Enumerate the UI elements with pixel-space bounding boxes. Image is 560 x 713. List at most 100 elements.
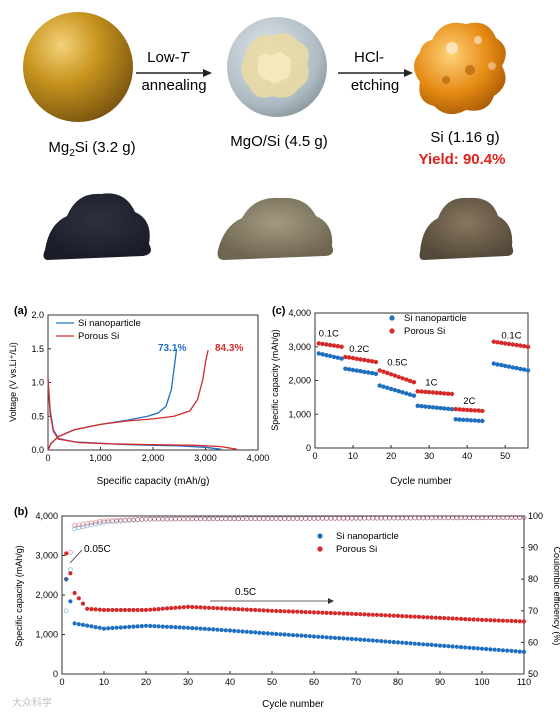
panel-c-point-1 — [438, 390, 443, 396]
panel-b-capacity-point-1 — [93, 607, 98, 612]
panel-c-point-0 — [404, 391, 409, 396]
panel-c-point-0 — [442, 406, 447, 411]
panel-b-capacity-point-0 — [412, 641, 417, 646]
panel-c-point-0 — [438, 405, 443, 411]
panel-b-ce-point-1 — [328, 516, 334, 521]
panel-b-ce-point-1 — [429, 515, 434, 521]
panel-c-point-1 — [419, 389, 424, 394]
panel-b-ce-point-1 — [160, 516, 166, 522]
panel-c-point-1 — [407, 378, 413, 384]
panel-c-point-0 — [328, 353, 333, 359]
panel-b-xtick-label: 40 — [225, 677, 235, 687]
panel-b-ce-point-1 — [374, 515, 380, 521]
panel-b-ce-point-1 — [236, 516, 241, 522]
arrow-label-etch-1: HCl- — [354, 49, 384, 66]
panel-b-capacity-point-0 — [164, 624, 170, 629]
panel-b-capacity-point-1 — [496, 618, 501, 623]
panel-c-point-0 — [358, 369, 363, 374]
panel-b-capacity-point-0 — [387, 639, 392, 644]
panel-b-capacity-point-0 — [366, 638, 371, 643]
panel-b-y2tick-label: 50 — [528, 669, 538, 679]
panel-b-ce-point-1 — [341, 515, 346, 521]
panel-b-ce-point-1 — [185, 516, 191, 522]
panel-b-ce-point-1 — [282, 516, 287, 521]
panel-b-capacity-point-1 — [374, 612, 380, 618]
panel-b-capacity-point-1 — [185, 604, 191, 610]
panel-b-capacity-point-0 — [118, 625, 123, 630]
panel-b-capacity-point-1 — [458, 616, 464, 622]
panel-b-capacity-point-1 — [122, 607, 128, 613]
panel-c-xtick-label: 0 — [312, 451, 317, 461]
panel-c-ytick-label: 1,000 — [288, 409, 311, 419]
panel-b-capacity-point-1 — [471, 617, 476, 622]
panel-c-point-0 — [426, 404, 432, 410]
panel-b-capacity-point-0 — [190, 626, 195, 631]
panel-b-capacity-point-1 — [362, 612, 367, 617]
panel-b-ce-point-1 — [261, 516, 266, 522]
panel-b-capacity-point-1 — [80, 601, 86, 606]
panel-b-capacity-point-1 — [219, 606, 224, 611]
panel-b-capacity-point-0 — [227, 628, 233, 633]
panel-b-capacity-point-1 — [341, 611, 346, 616]
panel-b-capacity-point-1 — [345, 611, 350, 616]
panel-b-capacity-point-1 — [337, 611, 342, 616]
panel-a-legend-porous: Porous Si — [78, 331, 119, 342]
panel-b-capacity-point-0 — [408, 641, 413, 646]
panel-b-ce-point-1 — [332, 516, 338, 521]
panel-b-ce-point-1 — [63, 576, 69, 582]
panel-b-ce-point-1 — [412, 515, 418, 521]
panel-b-xtick-label: 90 — [435, 677, 445, 687]
panel-b-capacity-point-0 — [345, 636, 350, 641]
panel-b-ylabel: Specific capacity (mAh/g) — [14, 545, 24, 647]
panel-b-capacity-point-1 — [211, 605, 216, 611]
panel-c-point-1 — [430, 390, 436, 395]
panel-a-label: (a) — [14, 305, 28, 317]
panel-b-capacity-point-0 — [391, 640, 396, 645]
panel-b-ce-point-1 — [294, 516, 300, 521]
panel-b-chart: (b) 0 10 20 30 40 50 60 70 80 90 100 110 0 1,000 2,000… — [14, 506, 560, 710]
panel-b-ce-point-0 — [63, 608, 69, 614]
arrow-label-etch-2: etching — [351, 77, 399, 94]
panel-b-capacity-point-0 — [500, 648, 506, 653]
panel-c-rate-labels: 0.1C 0.2C 0.5C 1C 2C 0.1C — [319, 329, 522, 408]
panel-b-ce-point-1 — [521, 515, 527, 520]
panel-a-xtick-label: 2,000 — [142, 453, 165, 463]
panel-c-point-1 — [354, 356, 359, 361]
panel-b-legend-porous: Porous Si — [336, 544, 377, 555]
panel-c-point-0 — [472, 418, 477, 423]
panel-c-point-0 — [503, 363, 508, 369]
label-si: Si (1.16 g) — [430, 129, 499, 146]
panel-c-point-1 — [506, 341, 512, 347]
panel-a-ytick-label: 0.0 — [31, 445, 44, 455]
panel-a-charge-line-1 — [47, 349, 209, 451]
panel-c-point-0 — [381, 384, 386, 389]
panel-b-capacity-point-0 — [433, 643, 438, 648]
panel-b-capacity-point-0 — [379, 639, 384, 644]
panel-b-ytick-label: 2,000 — [35, 590, 58, 600]
panel-c-rate-label: 0.1C — [319, 329, 339, 340]
panel-b-capacity-point-0 — [236, 629, 241, 634]
panel-c-xtick-label: 10 — [348, 451, 358, 461]
panel-b-ce-point-0 — [80, 524, 86, 530]
panel-c-point-1 — [453, 407, 458, 412]
panel-b-ytick-label: 0 — [53, 669, 58, 679]
panel-b-ce-point-1 — [219, 516, 224, 522]
panel-b-capacity-point-1 — [282, 609, 287, 614]
panel-b-capacity-point-1 — [181, 605, 186, 610]
panel-b-capacity-point-1 — [370, 612, 375, 617]
panel-b-ce-point-1 — [278, 516, 283, 521]
arrow-label-anneal-1: Low-T — [147, 49, 191, 66]
panel-b-ann-05c: 0.5C — [235, 587, 256, 598]
panel-c-point-1 — [426, 390, 432, 395]
panel-b-ce-point-1 — [286, 516, 292, 521]
panel-b-ce-point-1 — [420, 515, 426, 521]
panel-c-ylabel: Specific capacity (mAh/g) — [270, 329, 280, 431]
panel-c-point-0 — [491, 361, 496, 366]
panel-c-point-1 — [457, 407, 462, 412]
panel-a-legend-si-nano: Si nanoparticle — [78, 318, 141, 329]
panel-c-xlabel: Cycle number — [390, 476, 452, 487]
panel-b-capacity-point-1 — [227, 606, 233, 611]
panel-a-legend: Si nanoparticle Porous Si — [56, 318, 141, 342]
panel-b-capacity-point-0 — [215, 627, 220, 632]
panel-c-point-1 — [499, 340, 504, 345]
